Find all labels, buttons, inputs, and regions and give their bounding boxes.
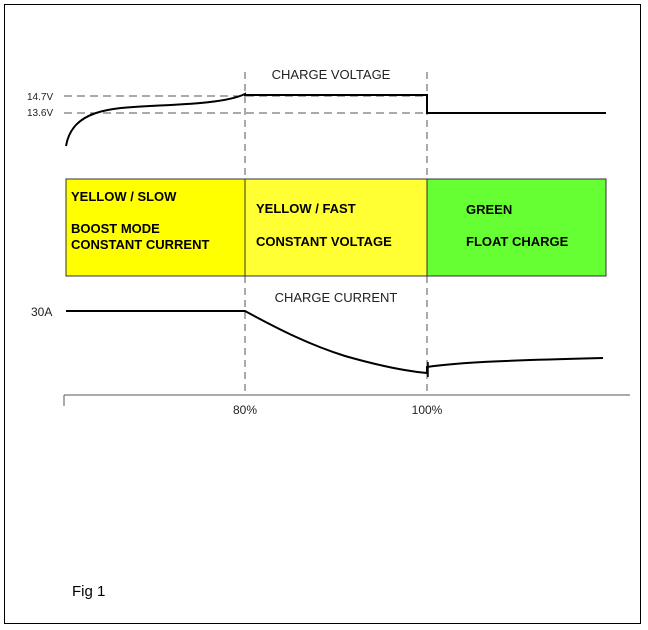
voltage-high-label: 14.7V <box>27 92 53 103</box>
current-title: CHARGE CURRENT <box>275 290 398 305</box>
current-curve <box>66 310 604 375</box>
voltage-title: CHARGE VOLTAGE <box>272 67 391 82</box>
figure-caption: Fig 1 <box>72 583 106 600</box>
phase-cv-line1: YELLOW / FAST <box>256 201 356 216</box>
current-30a-label: 30A <box>31 305 52 319</box>
phase-boost-line1: YELLOW / SLOW <box>71 189 177 204</box>
phase-float-line1: GREEN <box>466 202 512 217</box>
x-tick-80: 80% <box>233 403 257 417</box>
phase-boost-line3: CONSTANT CURRENT <box>71 237 209 252</box>
voltage-curve <box>65 92 606 147</box>
voltage-low-label: 13.6V <box>27 108 53 119</box>
phase-float-line2: FLOAT CHARGE <box>466 234 569 249</box>
phase-boost-line2: BOOST MODE <box>71 221 160 236</box>
phase-cv-line2: CONSTANT VOLTAGE <box>256 234 392 249</box>
phase-box-boost <box>65 178 246 277</box>
figure-frame <box>4 4 641 624</box>
phase-box-float <box>426 178 607 277</box>
phase-box-constant-voltage <box>244 178 428 277</box>
x-tick-100: 100% <box>412 403 443 417</box>
